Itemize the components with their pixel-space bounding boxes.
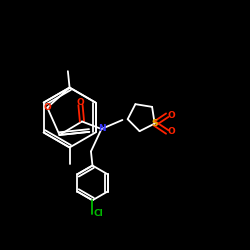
Text: Cl: Cl xyxy=(94,209,103,218)
Text: O: O xyxy=(44,103,51,112)
Text: S: S xyxy=(152,119,158,128)
Text: O: O xyxy=(168,128,175,136)
Text: O: O xyxy=(76,98,84,106)
Text: N: N xyxy=(98,124,105,134)
Text: O: O xyxy=(168,111,175,120)
